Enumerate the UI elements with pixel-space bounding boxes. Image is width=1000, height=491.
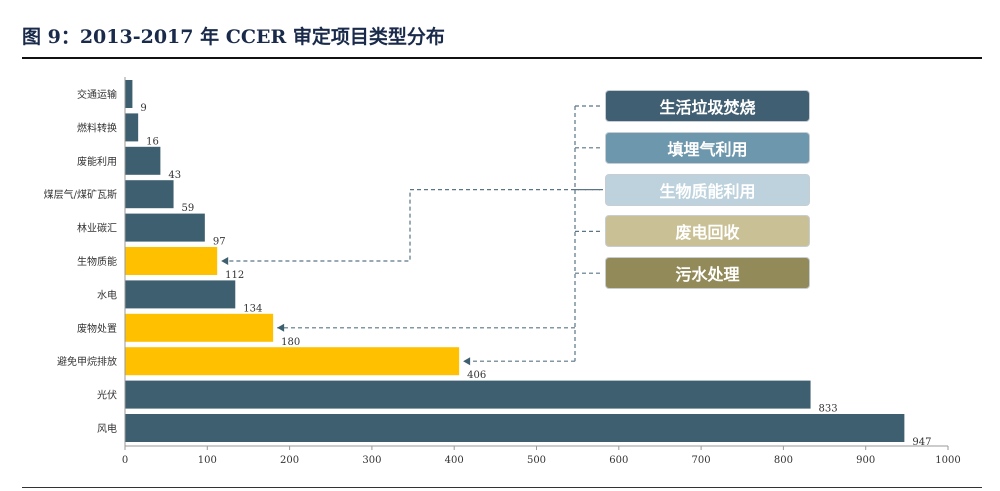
title-rule — [22, 57, 982, 59]
connector-biomass — [221, 189, 603, 262]
data-label: 97 — [213, 237, 226, 248]
x-tick-label: 800 — [774, 455, 793, 466]
bars: 交通运输 9 燃料转换 16 废能利用 43 煤层气/煤矿瓦斯 59 林业碳汇 97 生物质能 112… — [44, 80, 931, 448]
legend-box-3: 废电回收 — [605, 215, 810, 248]
data-label: 43 — [168, 170, 181, 181]
category-label: 废物处置 — [77, 322, 117, 335]
bar-7 — [125, 313, 274, 342]
category-label: 林业碳汇 — [77, 222, 117, 235]
x-tick-label: 500 — [527, 455, 546, 466]
x-tick-label: 100 — [198, 455, 217, 466]
x-axis: 0 100 200 300 400 500 600 700 800 900 1000 — [122, 77, 961, 466]
x-tick-label: 400 — [445, 455, 464, 466]
arrowhead-waste — [277, 323, 285, 332]
data-label: 9 — [140, 103, 146, 114]
x-tick-label: 300 — [362, 455, 381, 466]
legend-box-4: 污水处理 — [605, 257, 810, 290]
category-label: 避免甲烷排放 — [57, 355, 117, 368]
legend-box-1: 填埋气利用 — [605, 131, 810, 164]
x-tick-label: 0 — [122, 455, 128, 466]
bar-4 — [125, 213, 205, 242]
bar-3 — [125, 180, 174, 209]
category-label: 水电 — [97, 288, 117, 301]
bar-9 — [125, 380, 811, 409]
bar-8 — [125, 347, 460, 376]
bar-0 — [125, 80, 133, 108]
figure-title: 图 9：2013-2017 年 CCER 审定项目类型分布 — [22, 26, 445, 48]
data-label: 112 — [225, 270, 244, 281]
bar-5 — [125, 247, 218, 275]
data-label: 406 — [467, 370, 486, 381]
bar-2 — [125, 146, 161, 175]
legend-box-2: 生物质能利用 — [605, 173, 810, 206]
data-label: 180 — [281, 337, 300, 348]
arrowhead-biomass — [221, 257, 229, 265]
data-label: 134 — [243, 303, 262, 314]
category-label: 煤层气/煤矿瓦斯 — [44, 188, 117, 201]
data-label: 833 — [819, 404, 838, 415]
data-label: 947 — [912, 437, 931, 448]
bar-6 — [125, 280, 236, 309]
x-tick-label: 900 — [856, 455, 875, 466]
legend-connectors — [221, 105, 603, 366]
bar-10 — [125, 414, 905, 442]
x-tick-label: 700 — [692, 455, 711, 466]
category-label: 生物质能 — [77, 255, 117, 268]
category-label: 风电 — [97, 422, 117, 435]
category-label: 燃料转换 — [77, 121, 117, 134]
category-label: 交通运输 — [77, 88, 117, 101]
bottom-rule — [22, 487, 982, 488]
data-label: 59 — [182, 203, 195, 214]
category-label: 废能利用 — [77, 155, 117, 168]
x-tick-label: 600 — [609, 455, 628, 466]
arrowhead-methane — [463, 357, 471, 366]
category-label: 光伏 — [97, 389, 117, 402]
x-tick-label: 200 — [280, 455, 299, 466]
data-label: 16 — [146, 136, 159, 147]
legend-box-0: 生活垃圾焚烧 — [605, 90, 810, 122]
x-tick-label: 1000 — [935, 455, 960, 466]
bar-1 — [125, 113, 139, 142]
